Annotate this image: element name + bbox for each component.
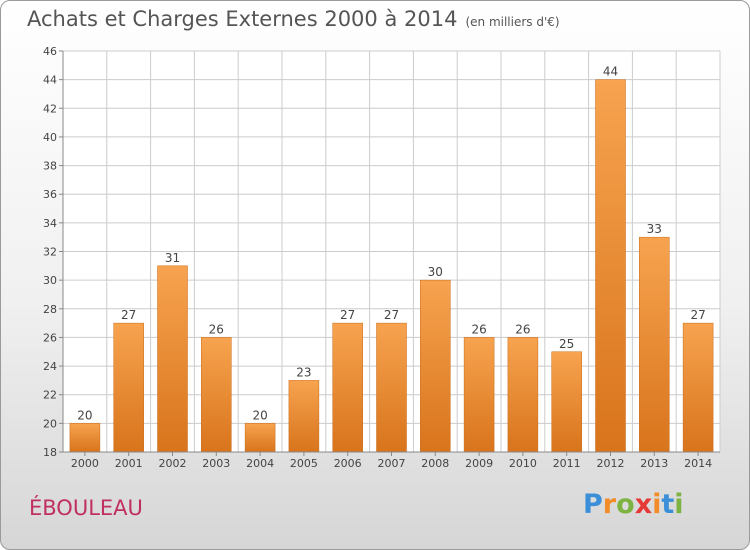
y-tick-label: 40 [43, 131, 57, 144]
bar-value-label: 27 [690, 308, 705, 322]
commune-name: ÉBOULEAU [29, 496, 143, 520]
bar [113, 322, 144, 453]
y-tick-label: 28 [43, 303, 57, 316]
x-tick-label: 2014 [684, 457, 712, 470]
bar [595, 79, 626, 453]
bar-value-label: 27 [340, 308, 355, 322]
bar [157, 265, 188, 453]
bar [551, 351, 582, 453]
chart-subtitle: (en milliers d'€) [465, 15, 560, 29]
logo-letter: i [674, 489, 684, 520]
logo-letter: r [602, 489, 617, 520]
bar-value-label: 31 [165, 251, 180, 265]
bar [639, 236, 670, 453]
x-tick-label: 2013 [640, 457, 668, 470]
logo-letter: x [634, 489, 653, 520]
y-tick-label: 20 [43, 417, 57, 430]
bar-value-label: 26 [471, 322, 486, 336]
proxiti-logo: Proxiti [583, 489, 684, 520]
x-tick-label: 2002 [159, 457, 187, 470]
y-tick-label: 32 [43, 246, 57, 259]
x-tick-label: 2005 [290, 457, 318, 470]
bar [201, 337, 232, 453]
x-tick-label: 2001 [115, 457, 143, 470]
bar [288, 380, 320, 453]
bar-value-label: 20 [77, 408, 92, 422]
x-tick-label: 2011 [553, 457, 581, 470]
y-tick-label: 30 [43, 274, 57, 287]
y-tick-label: 42 [43, 102, 57, 115]
y-tick-label: 18 [43, 446, 57, 459]
bar [332, 322, 363, 453]
bar [244, 423, 276, 453]
bar-value-label: 23 [296, 365, 311, 379]
bar [463, 337, 495, 453]
x-tick-label: 2009 [465, 457, 493, 470]
y-tick-label: 44 [43, 74, 57, 87]
x-tick-label: 2010 [509, 457, 537, 470]
bar-value-label: 33 [647, 222, 662, 236]
x-tick-label: 2006 [334, 457, 362, 470]
logo-letter: t [661, 489, 675, 520]
chart-title: Achats et Charges Externes 2000 à 2014 [27, 7, 458, 31]
x-tick-label: 2003 [202, 457, 230, 470]
y-tick-label: 24 [43, 360, 57, 373]
bar [376, 322, 407, 453]
bar-value-label: 20 [252, 408, 267, 422]
x-tick-label: 2008 [421, 457, 449, 470]
x-tick-label: 2012 [597, 457, 625, 470]
title-block: Achats et Charges Externes 2000 à 2014 (e… [27, 7, 560, 31]
y-tick-label: 38 [43, 160, 57, 173]
bar-value-label: 27 [121, 308, 136, 322]
y-tick-label: 34 [43, 217, 57, 230]
bar-value-label: 27 [384, 308, 399, 322]
y-tick-label: 22 [43, 389, 57, 402]
bar-value-label: 30 [428, 265, 443, 279]
bar-value-label: 26 [515, 322, 530, 336]
y-tick-label: 46 [43, 45, 57, 58]
x-tick-label: 2004 [246, 457, 274, 470]
bar-value-label: 26 [209, 322, 224, 336]
bar-value-label: 44 [603, 65, 618, 79]
logo-letter: i [652, 489, 662, 520]
logo-letter: P [583, 489, 603, 520]
bar-value-label: 25 [559, 337, 574, 351]
x-tick-label: 2007 [378, 457, 406, 470]
y-tick-label: 36 [43, 188, 57, 201]
bar [507, 337, 539, 453]
bar [69, 423, 101, 453]
bar [682, 322, 714, 453]
logo-letter: o [616, 489, 635, 520]
x-tick-label: 2000 [71, 457, 99, 470]
bar [420, 279, 451, 453]
y-tick-label: 26 [43, 331, 57, 344]
